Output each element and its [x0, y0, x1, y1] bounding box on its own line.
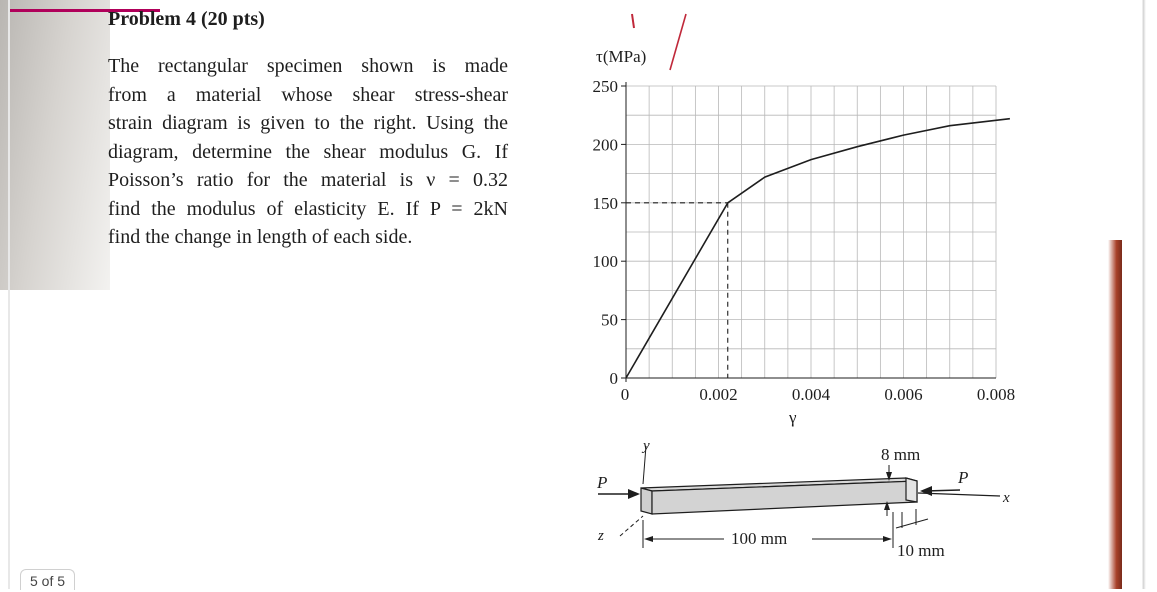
z-axis-letter: z — [597, 528, 604, 544]
statement-line: strain diagram is given to the right. Us… — [108, 112, 508, 134]
chart-axes — [622, 82, 996, 382]
load-left-label: P — [596, 473, 607, 492]
statement-line: diagram, determine the shear modulus G. … — [108, 140, 508, 163]
y-axis-letter: y — [641, 438, 650, 454]
x-tick-label: 0.008 — [977, 385, 1015, 404]
x-tick-label: 0.004 — [792, 385, 831, 404]
pen-mark — [631, 13, 635, 29]
y-tick-label: 150 — [593, 194, 619, 213]
x-tick-label: 0.002 — [699, 385, 737, 404]
statement-line: find the modulus of elasticity E. If P =… — [108, 197, 508, 220]
right-page-edge — [1120, 0, 1157, 589]
x-tick-label: 0 — [621, 385, 630, 404]
length-dimension: 100 mm — [731, 529, 787, 548]
y-tick-label: 200 — [593, 135, 619, 154]
statement-line: The rectangular specimen shown is made — [108, 55, 508, 77]
guide-lines — [626, 202, 729, 378]
problem-heading: Problem 4 (20 pts) — [108, 8, 265, 30]
x-tick-labels: 0 0.002 0.004 0.006 0.008 — [621, 385, 1015, 404]
y-axis-label: τ(MPa) — [596, 47, 646, 66]
y-tick-labels: 0 50 100 150 200 250 — [593, 77, 626, 388]
statement-line: Poisson’s ratio for the material is ν = … — [108, 169, 508, 191]
x-axis-letter: x — [1002, 490, 1010, 506]
data-series-line — [625, 117, 1010, 379]
statement-line: from a material whose shear stress-shear — [108, 83, 508, 106]
y-tick-label: 100 — [593, 252, 619, 271]
left-edge — [8, 0, 10, 589]
x-axis-label: γ — [788, 408, 797, 427]
problem-statement: The rectangular specimen shown is made f… — [108, 52, 508, 252]
statement-line: find the change in length of each side. — [108, 226, 413, 248]
height-dimension: 8 mm — [881, 445, 920, 464]
page-indicator: 5 of 5 — [20, 569, 76, 590]
load-right-label: P — [957, 468, 968, 487]
width-dimension: 10 mm — [897, 541, 945, 560]
photo-shade — [0, 0, 110, 290]
accent-bar — [10, 9, 160, 12]
pen-mark — [669, 13, 687, 71]
y-tick-label: 50 — [601, 311, 618, 330]
right-red-edge — [1108, 240, 1122, 589]
x-tick-label: 0.006 — [884, 385, 922, 404]
y-tick-label: 250 — [593, 77, 619, 96]
specimen-figure: y P P x z 100 mm 8 mm — [596, 438, 1010, 560]
y-tick-label: 0 — [610, 369, 619, 388]
chart-grid — [625, 85, 997, 379]
